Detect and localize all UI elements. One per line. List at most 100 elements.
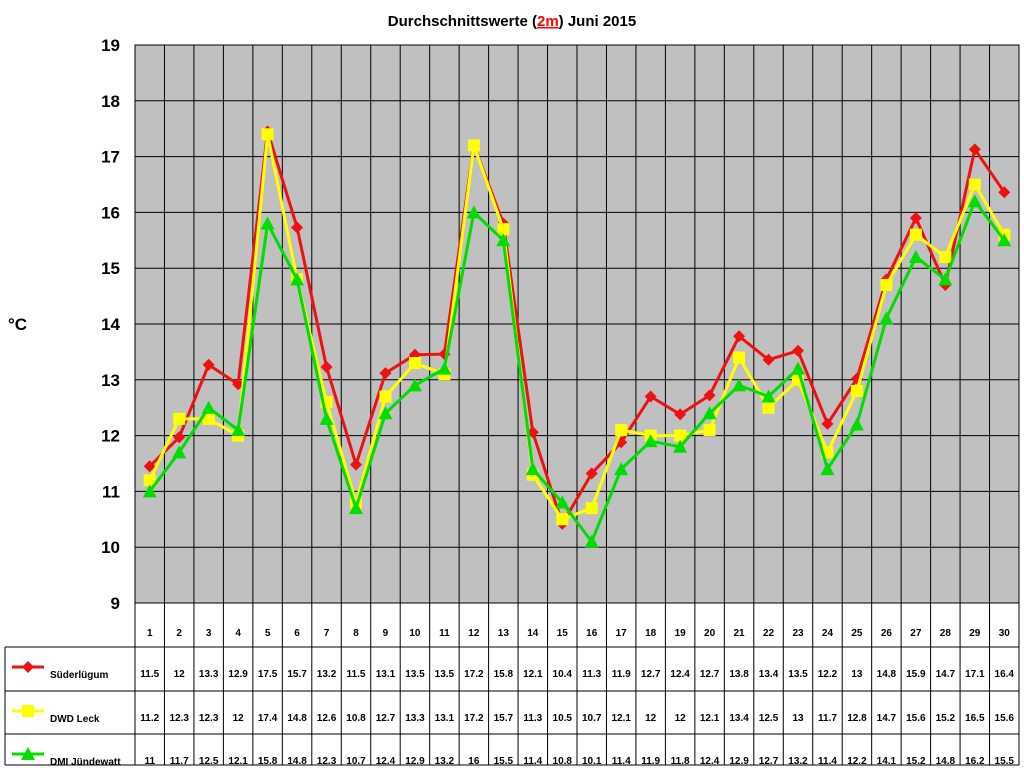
table-cell: 16.5 xyxy=(965,713,985,724)
table-cell: 12 xyxy=(645,713,657,724)
series-2-point xyxy=(173,412,186,425)
x-category-label: 19 xyxy=(675,628,687,639)
table-cell: 14.1 xyxy=(877,756,897,767)
series-3-point xyxy=(761,389,776,403)
x-category-label: 29 xyxy=(969,628,981,639)
table-cell: 15.2 xyxy=(936,713,956,724)
series-2-point xyxy=(467,139,480,152)
table-cell: 13.4 xyxy=(729,713,749,724)
table-cell: 15.6 xyxy=(906,713,926,724)
y-axis-label: °C xyxy=(8,315,27,334)
table-cell: 13.3 xyxy=(405,713,425,724)
series-3-point xyxy=(407,378,422,392)
x-category-label: 17 xyxy=(616,628,628,639)
table-cell: 14.8 xyxy=(877,669,897,680)
table-cell: 11.2 xyxy=(140,713,159,724)
x-category-label: 22 xyxy=(763,628,775,639)
x-category-label: 23 xyxy=(792,628,804,639)
table-cell: 13.2 xyxy=(788,756,808,767)
series-2-point xyxy=(497,223,510,236)
table-cell: 13 xyxy=(792,713,804,724)
series-3-point xyxy=(290,272,305,286)
series-2-point xyxy=(703,424,716,437)
y-tick-label: 9 xyxy=(111,594,120,613)
series-1-point xyxy=(644,390,657,403)
table-cell: 12.5 xyxy=(199,756,219,767)
x-category-label: 26 xyxy=(881,628,893,639)
series-2-point xyxy=(733,351,746,364)
chart-title: Durchschnittswerte (2m) Juni 2015 xyxy=(388,13,636,30)
table-cell: 12.1 xyxy=(523,669,543,680)
table-cell: 15.7 xyxy=(287,669,307,680)
series-3-point xyxy=(879,311,894,325)
series-1-point xyxy=(143,460,156,473)
table-cell: 12.4 xyxy=(670,669,690,680)
x-category-label: 12 xyxy=(468,628,480,639)
series-2-point xyxy=(202,412,215,425)
table-cell: 16.4 xyxy=(995,669,1015,680)
table-cell: 12.8 xyxy=(847,713,867,724)
table-cell: 11.9 xyxy=(612,669,631,680)
series-3-point xyxy=(349,501,363,515)
table-cell: 15.6 xyxy=(995,713,1015,724)
table-cell: 11.4 xyxy=(612,756,631,767)
table-cell: 11.7 xyxy=(818,713,837,724)
series-1-point xyxy=(291,221,304,234)
table-cell: 13.2 xyxy=(435,756,455,767)
table-cell: 12.2 xyxy=(847,756,867,767)
x-category-label: 16 xyxy=(586,628,598,639)
series-1-point xyxy=(968,143,981,156)
table-cell: 15.5 xyxy=(494,756,514,767)
series-3-point xyxy=(643,434,658,448)
table-cell: 12.4 xyxy=(700,756,720,767)
table-cell: 12.6 xyxy=(317,713,337,724)
series-2-point xyxy=(968,178,981,191)
x-category-label: 14 xyxy=(527,628,539,639)
table-cell: 12.2 xyxy=(818,669,838,680)
series-3-point xyxy=(849,417,864,431)
y-tick-label: 19 xyxy=(101,36,120,55)
series-3-point xyxy=(584,534,599,548)
series-3-point xyxy=(614,462,629,476)
table-cell: 10.8 xyxy=(553,756,573,767)
table-cell: 12.1 xyxy=(700,713,720,724)
x-category-label: 4 xyxy=(235,628,241,639)
table-cell: 15.7 xyxy=(494,713,514,724)
series-3-point xyxy=(908,250,923,264)
x-category-label: 3 xyxy=(206,628,212,639)
series-2-point xyxy=(850,384,863,397)
y-tick-label: 12 xyxy=(101,427,120,446)
series-2-point xyxy=(379,390,392,403)
y-tick-label: 15 xyxy=(101,259,120,278)
series-3-point xyxy=(525,462,540,476)
series-3-point xyxy=(555,495,570,509)
x-category-label: 8 xyxy=(353,628,359,639)
series-3-point xyxy=(378,406,393,420)
series-3-point xyxy=(260,216,275,230)
series-1-point xyxy=(703,389,716,402)
legend-marker-triangle xyxy=(21,747,35,760)
series-2-point xyxy=(909,228,922,241)
series-3-point xyxy=(466,205,481,219)
table-cell: 10.4 xyxy=(553,669,573,680)
series-3-point xyxy=(967,194,982,208)
table-cell: 11.3 xyxy=(523,713,542,724)
series-line-3 xyxy=(148,199,1006,544)
table-cell: 12.7 xyxy=(376,713,396,724)
x-category-label: 11 xyxy=(439,628,450,639)
table-cell: 11.8 xyxy=(671,756,690,767)
series-3-point xyxy=(142,484,157,498)
series-1-point xyxy=(173,431,186,444)
y-tick-label: 17 xyxy=(101,148,120,167)
table-cell: 14.7 xyxy=(877,713,897,724)
series-2-point xyxy=(408,357,421,370)
series-line-1 xyxy=(148,130,1006,526)
table-cell: 17.2 xyxy=(464,713,484,724)
table-cell: 12.5 xyxy=(759,713,779,724)
series-3-point xyxy=(201,400,216,414)
legend-marker-diamond xyxy=(22,661,34,673)
table-cell: 13.3 xyxy=(199,669,219,680)
y-tick-label: 16 xyxy=(101,203,120,222)
x-category-label: 1 xyxy=(147,628,153,639)
table-cell: 16.2 xyxy=(965,756,985,767)
